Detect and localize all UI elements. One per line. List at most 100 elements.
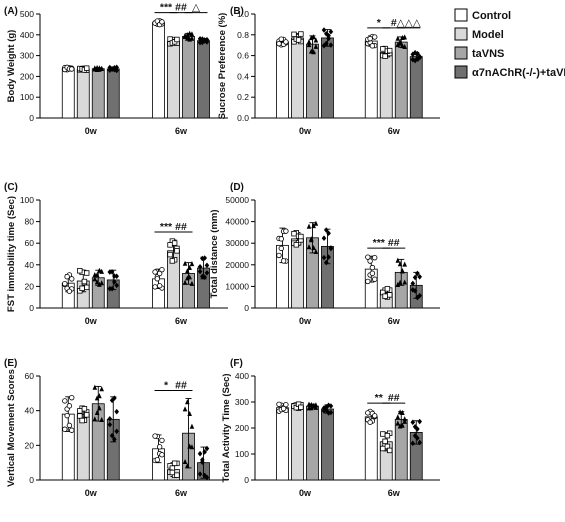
data-point-circle bbox=[278, 36, 284, 42]
data-point-triangle bbox=[182, 406, 188, 412]
significance-label: ## bbox=[175, 2, 187, 14]
data-point-square bbox=[298, 31, 304, 37]
data-point-circle bbox=[276, 252, 282, 259]
data-point-circle bbox=[365, 278, 371, 285]
data-point-triangle bbox=[94, 66, 100, 72]
bar-model bbox=[291, 238, 304, 309]
data-point-triangle bbox=[185, 32, 190, 38]
data-point-square bbox=[384, 432, 391, 439]
data-point-square bbox=[174, 36, 180, 43]
data-point-square bbox=[167, 251, 173, 258]
data-point-circle bbox=[154, 457, 161, 463]
data-point-triangle bbox=[402, 279, 407, 285]
significance-label: ## bbox=[388, 392, 400, 404]
data-point-square bbox=[384, 286, 391, 292]
data-point-triangle bbox=[400, 34, 405, 40]
data-point-square bbox=[167, 242, 173, 248]
data-point-triangle bbox=[94, 409, 100, 415]
data-point-square bbox=[386, 447, 393, 454]
chart-panel: (D) 0 10000 20000 30000 40000 50000 Total dista… bbox=[209, 182, 440, 326]
chart-panel: (A) 0 100 200 300 400 500 Body Weight (g) 0w 6w **… bbox=[4, 2, 228, 136]
data-point-triangle bbox=[187, 274, 192, 280]
bar-control bbox=[152, 22, 165, 119]
x-tick-label: 0w bbox=[299, 488, 312, 498]
data-point-diamond bbox=[197, 36, 203, 42]
data-point-diamond bbox=[114, 428, 120, 435]
panel-label: (B) bbox=[230, 6, 244, 17]
data-point-diamond bbox=[324, 259, 329, 266]
legend-swatch-model bbox=[454, 27, 468, 41]
data-point-square bbox=[382, 53, 388, 59]
y-tick-label: 1.0 bbox=[237, 9, 249, 19]
bar-tavns bbox=[394, 41, 408, 119]
y-tick-label: 100 bbox=[20, 92, 34, 102]
significance-label: *** bbox=[160, 2, 173, 14]
data-point-diamond bbox=[321, 42, 327, 49]
data-point-square bbox=[169, 258, 176, 264]
data-point-triangle bbox=[313, 404, 319, 410]
data-point-triangle bbox=[182, 260, 188, 266]
data-point-square bbox=[380, 445, 386, 452]
data-point-diamond bbox=[200, 457, 205, 463]
bar-a7nachr-tavns bbox=[197, 40, 210, 119]
data-point-square bbox=[382, 438, 388, 445]
data-point-diamond bbox=[326, 230, 331, 237]
data-point-diamond bbox=[197, 471, 203, 477]
data-point-diamond bbox=[412, 57, 418, 64]
data-point-triangle bbox=[309, 401, 314, 407]
y-tick-label: 60 bbox=[25, 238, 35, 248]
bar-a7nachr-tavns bbox=[409, 56, 423, 119]
data-point-square bbox=[77, 268, 83, 274]
data-point-diamond bbox=[417, 273, 422, 280]
data-point-diamond bbox=[410, 440, 416, 447]
y-tick-label: 20000 bbox=[225, 260, 249, 270]
data-point-square bbox=[380, 46, 386, 52]
data-point-diamond bbox=[321, 235, 327, 242]
data-point-circle bbox=[365, 254, 371, 260]
data-point-triangle bbox=[182, 33, 188, 40]
data-point-triangle bbox=[185, 399, 190, 405]
data-point-triangle bbox=[313, 37, 319, 43]
x-tick-label: 0w bbox=[299, 126, 312, 136]
data-point-diamond bbox=[107, 285, 113, 292]
data-point-triangle bbox=[313, 220, 319, 226]
significance-label: △ bbox=[192, 2, 201, 14]
legend-swatch-a7nachr-tavns bbox=[454, 65, 468, 79]
x-tick-label: 6w bbox=[388, 126, 401, 136]
data-point-square bbox=[79, 285, 85, 292]
data-point-diamond bbox=[204, 445, 210, 452]
data-point-diamond bbox=[415, 270, 420, 277]
significance-label: * bbox=[377, 17, 382, 29]
data-point-circle bbox=[159, 437, 165, 444]
data-point-circle bbox=[64, 412, 70, 419]
data-point-circle bbox=[372, 34, 378, 40]
data-point-circle bbox=[156, 283, 163, 289]
bar-tavns bbox=[306, 405, 319, 481]
y-tick-label: 40 bbox=[25, 406, 35, 416]
data-point-diamond bbox=[202, 255, 207, 261]
y-tick-label: 500 bbox=[20, 9, 34, 19]
data-point-triangle bbox=[94, 272, 100, 278]
data-point-triangle bbox=[92, 384, 98, 390]
y-tick-label: 50000 bbox=[225, 195, 249, 205]
data-point-square bbox=[84, 65, 90, 71]
data-point-diamond bbox=[204, 262, 210, 269]
data-point-diamond bbox=[324, 407, 329, 414]
data-point-diamond bbox=[417, 418, 422, 425]
data-point-circle bbox=[372, 254, 378, 261]
data-point-circle bbox=[369, 264, 376, 271]
data-point-diamond bbox=[326, 32, 331, 39]
data-point-diamond bbox=[202, 472, 207, 479]
y-tick-label: 60 bbox=[25, 371, 35, 381]
bar-model bbox=[291, 37, 304, 119]
x-tick-label: 6w bbox=[175, 488, 188, 498]
legend: Control Model taVNS α7nAChR(-/-)+taVNS bbox=[454, 8, 565, 79]
data-point-triangle bbox=[189, 444, 195, 450]
data-point-triangle bbox=[395, 35, 401, 41]
data-point-triangle bbox=[400, 268, 405, 274]
data-point-diamond bbox=[326, 402, 331, 409]
data-point-triangle bbox=[306, 38, 312, 45]
data-point-circle bbox=[62, 398, 68, 404]
data-point-diamond bbox=[109, 397, 115, 404]
